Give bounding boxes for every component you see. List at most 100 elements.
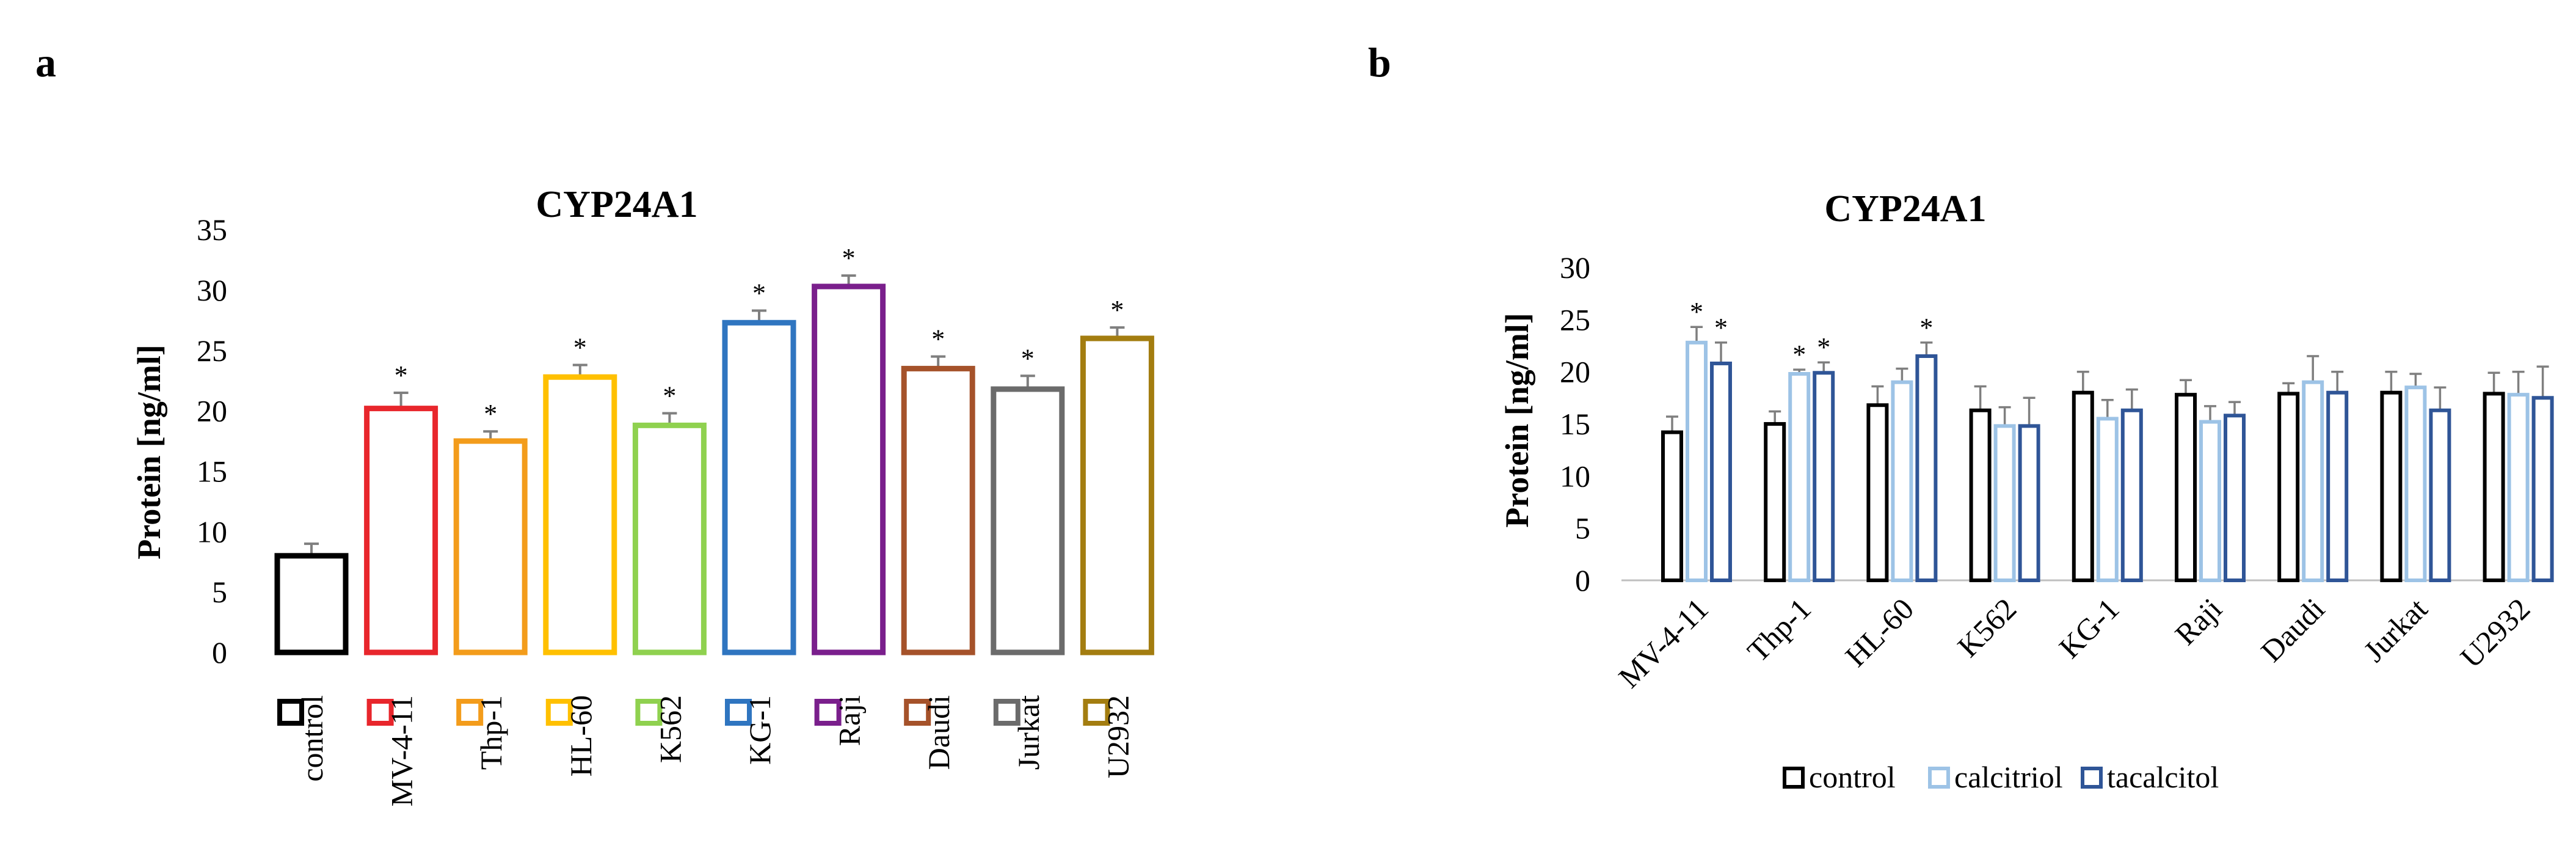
panel-b-significance-HL-60-tacalcitol: * <box>1919 313 1933 343</box>
panel-b-bar-HL-60-calcitriol <box>1891 380 1913 582</box>
panel-b-bar-Thp-1-control <box>1764 422 1786 582</box>
panel-b-significance-markers: * * * * * <box>1690 297 1933 370</box>
panel-b-category-label-K562: K562 <box>1951 591 2023 663</box>
panel-a-legend-label-U2932: U2932 <box>1101 695 1135 778</box>
panel-a-significance-U2932: * <box>1110 295 1124 325</box>
panel-b-bar-KG-1-tacalcitol <box>2120 408 2143 582</box>
panel-b-bar-Daudi-tacalcitol <box>2326 390 2349 582</box>
panel-b-bar-Jurkat-calcitriol <box>2404 385 2427 583</box>
panel-a-significance-KG-1: * <box>752 279 766 308</box>
panel-a-legend-swatch-U2932 <box>1083 699 1110 726</box>
panel-b-bar-U2932-tacalcitol <box>2531 396 2554 583</box>
panel-a-legend-swatch-MV-4-11 <box>366 699 394 726</box>
panel-b-significance-Thp-1-tacalcitol: * <box>1817 332 1830 362</box>
panel-b-y-tick-25: 25 <box>1560 302 1590 337</box>
panel-b-legend-label-calcitriol: calcitriol <box>1954 760 2063 794</box>
panel-a-legend-swatch-Raji <box>814 699 842 726</box>
panel-b-significance-MV-4-11-tacalcitol: * <box>1714 313 1728 343</box>
panel-a-legend: control MV-4-11 Thp-1 HL-60 K562 KG-1 Raji Daud… <box>277 695 1135 806</box>
panel-b-y-tick-10: 10 <box>1560 459 1590 493</box>
panel-b-y-tick-0: 0 <box>1575 563 1590 597</box>
panel-a-legend-swatch-KG-1 <box>725 699 752 726</box>
panel-b-category-label-Jurkat: Jurkat <box>2357 591 2434 668</box>
panel-b-category-label-U2932: U2932 <box>2454 591 2537 674</box>
panel-a-bar-Daudi <box>901 365 975 655</box>
panel-a-significance-MV-4-11: * <box>395 360 408 390</box>
panel-b-legend-swatch-tacalcitol <box>2081 767 2103 789</box>
panel-a-legend-swatch-control <box>277 699 304 726</box>
panel-a-bar-HL-60 <box>543 374 617 655</box>
panel-b-bar-Thp-1-calcitriol <box>1788 372 1811 582</box>
panel-a-legend-label-HL-60: HL-60 <box>564 695 598 776</box>
panel-b-category-label-Raji: Raji <box>2168 591 2229 652</box>
panel-a-bar-Thp-1 <box>453 438 528 655</box>
panel-b-significance-MV-4-11-calcitriol: * <box>1690 297 1703 327</box>
panel-a-y-tick-30: 30 <box>197 273 227 307</box>
panel-a-y-tick-25: 25 <box>197 334 227 368</box>
panel-a-bar-KG-1 <box>722 319 796 655</box>
panel-a-label: a <box>35 39 56 86</box>
panel-b-legend-swatch-calcitriol <box>1928 767 1950 789</box>
panel-a-y-tick-35: 35 <box>197 213 227 247</box>
panel-a-y-tick-10: 10 <box>197 514 227 549</box>
panel-b-bar-K562-calcitriol <box>1993 424 2016 583</box>
panel-a-legend-swatch-Thp-1 <box>456 699 484 726</box>
panel-b-bar-K562-tacalcitol <box>2018 424 2040 583</box>
panel-a-bars <box>274 283 1154 655</box>
panel-a-bar-Raji <box>812 283 886 655</box>
panel-a-bar-MV-4-11 <box>364 406 438 655</box>
panel-b-bar-KG-1-control <box>2072 390 2094 582</box>
panel-a-legend-label-Jurkat: Jurkat <box>1011 695 1046 770</box>
panel-a-y-tick-0: 0 <box>212 635 227 670</box>
panel-b-category-label-MV-4-11: MV-4-11 <box>1612 591 1715 695</box>
panel-a-legend-label-Raji: Raji <box>832 695 867 746</box>
panel-b-bar-MV-4-11-tacalcitol <box>1710 361 1732 582</box>
panel-b-bar-HL-60-control <box>1866 403 1889 582</box>
panel-a-significance-Daudi: * <box>931 324 945 354</box>
panel-a-legend-label-control: control <box>295 695 329 782</box>
panel-a-legend-swatch-K562 <box>635 699 663 726</box>
panel-b-label: b <box>1368 39 1391 86</box>
panel-b-bar-Jurkat-control <box>2380 390 2403 582</box>
panel-a-y-tick-15: 15 <box>197 454 227 488</box>
panel-b-y-tick-20: 20 <box>1560 355 1590 389</box>
panel-b-bar-MV-4-11-calcitriol <box>1686 340 1708 583</box>
panel-a-chart: a CYP24A1 Protein [ng/ml] 0 5 10 15 20 25 30 35… <box>35 39 1154 806</box>
panel-b-bar-Raji-calcitriol <box>2199 420 2221 582</box>
panel-b-legend-swatch-control <box>1783 767 1805 789</box>
panel-a-title: CYP24A1 <box>536 184 697 225</box>
panel-b-category-labels: MV-4-11 Thp-1 HL-60 K562 KG-1 Raji Daudi Jurkat… <box>1612 591 2536 695</box>
panel-b-significance-Thp-1-calcitriol: * <box>1792 340 1806 370</box>
panel-b-bar-Raji-control <box>2175 393 2197 582</box>
panel-a-bar-K562 <box>632 422 707 655</box>
panel-b-bar-K562-control <box>1969 408 1992 582</box>
panel-a-bar-U2932 <box>1080 335 1154 655</box>
panel-b-y-axis-label: Protein [ng/ml] <box>1499 313 1535 527</box>
panel-a-legend-swatch-Daudi <box>904 699 931 726</box>
panel-a-significance-markers: * * * * * * * * * <box>395 243 1124 429</box>
panel-b-bar-Daudi-control <box>2277 392 2300 583</box>
panel-b-legend-label-tacalcitol: tacalcitol <box>2107 760 2219 794</box>
panel-a-significance-K562: * <box>663 381 676 411</box>
panel-b-category-label-KG-1: KG-1 <box>2052 591 2125 665</box>
panel-a-y-axis-label: Protein [ng/ml] <box>131 345 167 559</box>
panel-a-legend-swatch-Jurkat <box>993 699 1021 726</box>
panel-a-significance-Raji: * <box>842 243 856 273</box>
panel-b-category-label-Daudi: Daudi <box>2254 591 2331 668</box>
panel-b-bar-Thp-1-tacalcitol <box>1813 371 1835 582</box>
panel-b-bar-Raji-tacalcitol <box>2224 414 2246 582</box>
panel-a-bar-Jurkat <box>991 386 1065 655</box>
panel-a-legend-label-Thp-1: Thp-1 <box>474 695 508 770</box>
panel-a-y-tick-5: 5 <box>212 575 227 609</box>
panel-a-significance-Jurkat: * <box>1021 343 1035 373</box>
panel-b-y-ticks: 0 5 10 15 20 25 30 <box>1560 250 1590 597</box>
panel-a-bar-control <box>274 553 349 655</box>
panel-a-legend-label-Daudi: Daudi <box>922 695 956 770</box>
panel-b-y-tick-15: 15 <box>1560 407 1590 441</box>
panel-b-title: CYP24A1 <box>1824 188 1986 230</box>
panel-a-y-ticks: 0 5 10 15 20 25 30 35 <box>197 213 227 670</box>
panel-b-y-tick-30: 30 <box>1560 250 1590 285</box>
panel-b-bar-Daudi-calcitriol <box>2302 380 2324 582</box>
panel-b-bar-HL-60-tacalcitol <box>1915 354 1938 582</box>
